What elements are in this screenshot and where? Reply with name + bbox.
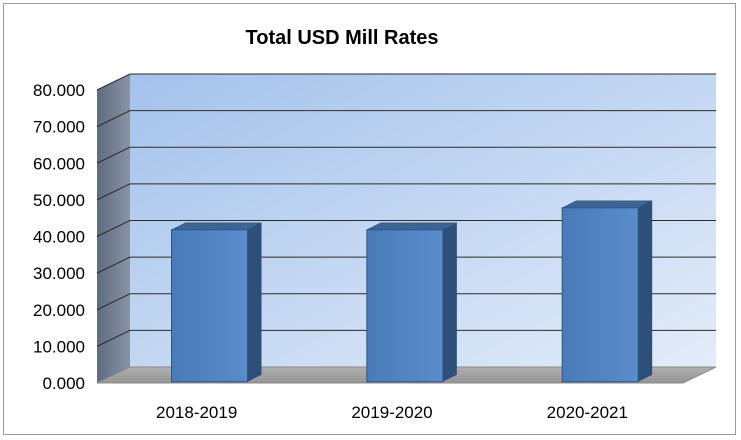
gridline-side [96,256,131,274]
y-tick-label: 40.000 [33,228,85,247]
y-tick-label: 80.000 [33,81,85,100]
bar-top [366,222,457,231]
y-tick-label: 70.000 [33,118,85,137]
bar-top [562,200,653,209]
chart-title: Total USD Mill Rates [246,27,439,49]
x-tick-label: 2018-2019 [156,403,237,422]
bar-side [247,222,262,382]
gridline-side [96,183,131,201]
y-tick-label: 10.000 [33,337,85,356]
bar [366,229,444,383]
bar-top [171,222,262,231]
y-tick-label: 60.000 [33,154,85,173]
bar-side [442,222,457,382]
bar [561,207,639,383]
gridline-side [96,329,131,347]
y-tick-label: 30.000 [33,264,85,283]
y-tick-label: 20.000 [33,301,85,320]
y-tick-label: 50.000 [33,191,85,210]
x-tick-label: 2019-2020 [351,403,432,422]
gridline-side [96,293,131,311]
y-tick-label: 0.000 [42,374,85,393]
plot-area: 0.000 10.000 20.000 30.000 40.000 50.000 60.00… [33,73,717,422]
bar-side [638,200,653,382]
gridline-side [96,73,131,91]
bar [171,229,249,383]
x-tick-label: 2020-2021 [547,403,628,422]
gridline-side [96,146,131,164]
gridline-side [96,220,131,237]
gridline-side [96,110,131,128]
